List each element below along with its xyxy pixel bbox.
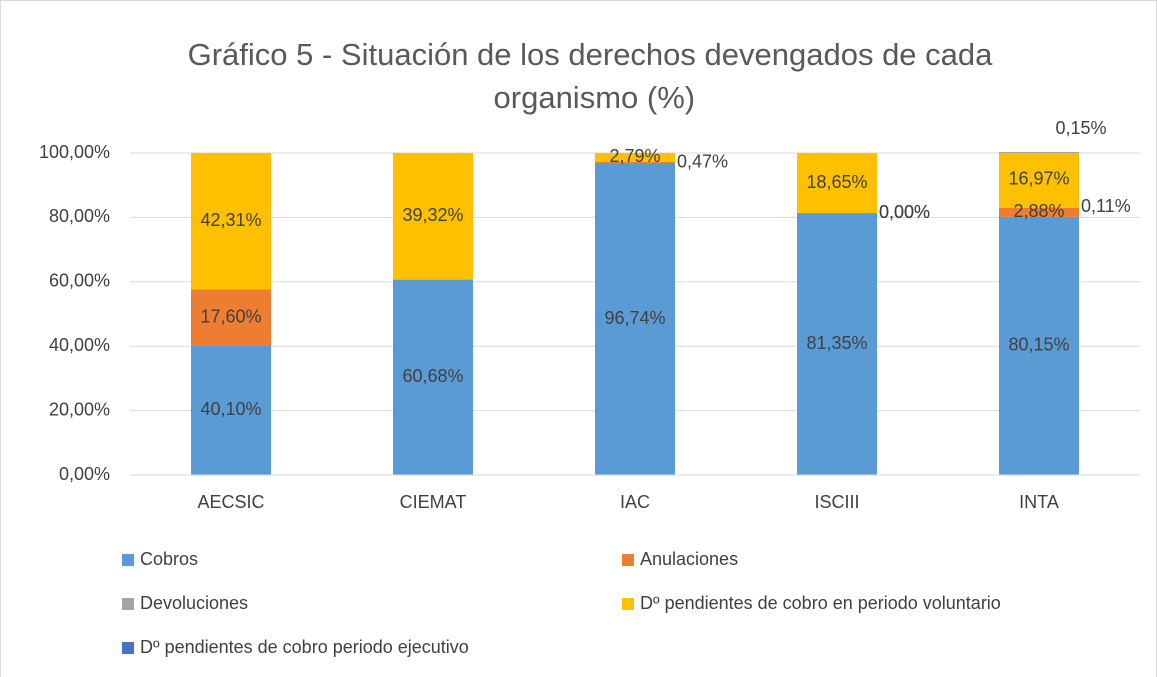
data-label: 2,79% [609, 146, 660, 166]
bar-segment [393, 153, 473, 280]
data-label: 17,60% [200, 306, 261, 326]
data-label: 96,74% [604, 308, 665, 328]
y-tick-label: 20,00% [49, 399, 110, 419]
legend-swatch [122, 642, 134, 654]
bar-segment [999, 207, 1079, 217]
data-label: 0,11% [1081, 196, 1131, 216]
x-tick-label: INTA [1019, 492, 1059, 512]
legend-label: Devoluciones [140, 593, 248, 613]
data-label: 2,88% [1013, 201, 1064, 221]
legend-label: Dº pendientes de cobro en periodo volunt… [640, 593, 1001, 613]
bar-segment [999, 152, 1079, 208]
bar-segment [797, 213, 877, 476]
x-tick-label: ISCIII [814, 492, 859, 512]
data-label: 0,00% [879, 202, 930, 222]
data-label: 60,68% [402, 366, 463, 386]
data-label: 0,47% [677, 151, 728, 171]
x-tick-label: AECSIC [197, 492, 264, 512]
bars [191, 152, 1079, 476]
y-tick-label: 80,00% [49, 206, 110, 226]
bar-segment [191, 289, 271, 346]
data-label: 80,15% [1008, 335, 1069, 355]
bar-segment [595, 163, 675, 475]
y-tick-label: 0,00% [59, 464, 110, 484]
data-label: 16,97% [1008, 169, 1069, 189]
data-label: 39,32% [402, 205, 463, 225]
data-labels: 40,10% 17,60% 42,31% 60,68% 39,32% 96,74% 0,47… [200, 118, 1130, 419]
y-tick-label: 60,00% [49, 271, 110, 291]
legend-swatch [622, 598, 634, 610]
bar-segment [595, 153, 675, 162]
data-label: 18,65% [806, 172, 867, 192]
x-tick-label: IAC [620, 492, 650, 512]
bar-segment [595, 161, 675, 164]
legend-label: Dº pendientes de cobro periodo ejecutivo [140, 637, 469, 657]
data-label: 40,10% [200, 399, 261, 419]
bar-segment [393, 279, 473, 475]
y-tick-label: 40,00% [49, 335, 110, 355]
data-label: 81,35% [806, 333, 867, 353]
chart-title: Gráfico 5 - Situación de los derechos de… [188, 37, 994, 115]
y-tick-label: 100,00% [39, 142, 110, 162]
bar-segment [999, 216, 1079, 476]
legend-swatch [122, 554, 134, 566]
data-label: 0,00% [879, 202, 930, 222]
x-tick-label: CIEMAT [400, 492, 467, 512]
legend-label: Anulaciones [640, 549, 738, 569]
data-label: 42,31% [200, 210, 261, 230]
legend-label: Cobros [140, 549, 198, 569]
bar-segment [191, 345, 271, 475]
legend-swatch [122, 598, 134, 610]
data-label: 0,15% [1055, 118, 1106, 138]
legend-swatch [622, 554, 634, 566]
bar-segment [191, 152, 271, 290]
bar-segment [797, 153, 877, 214]
